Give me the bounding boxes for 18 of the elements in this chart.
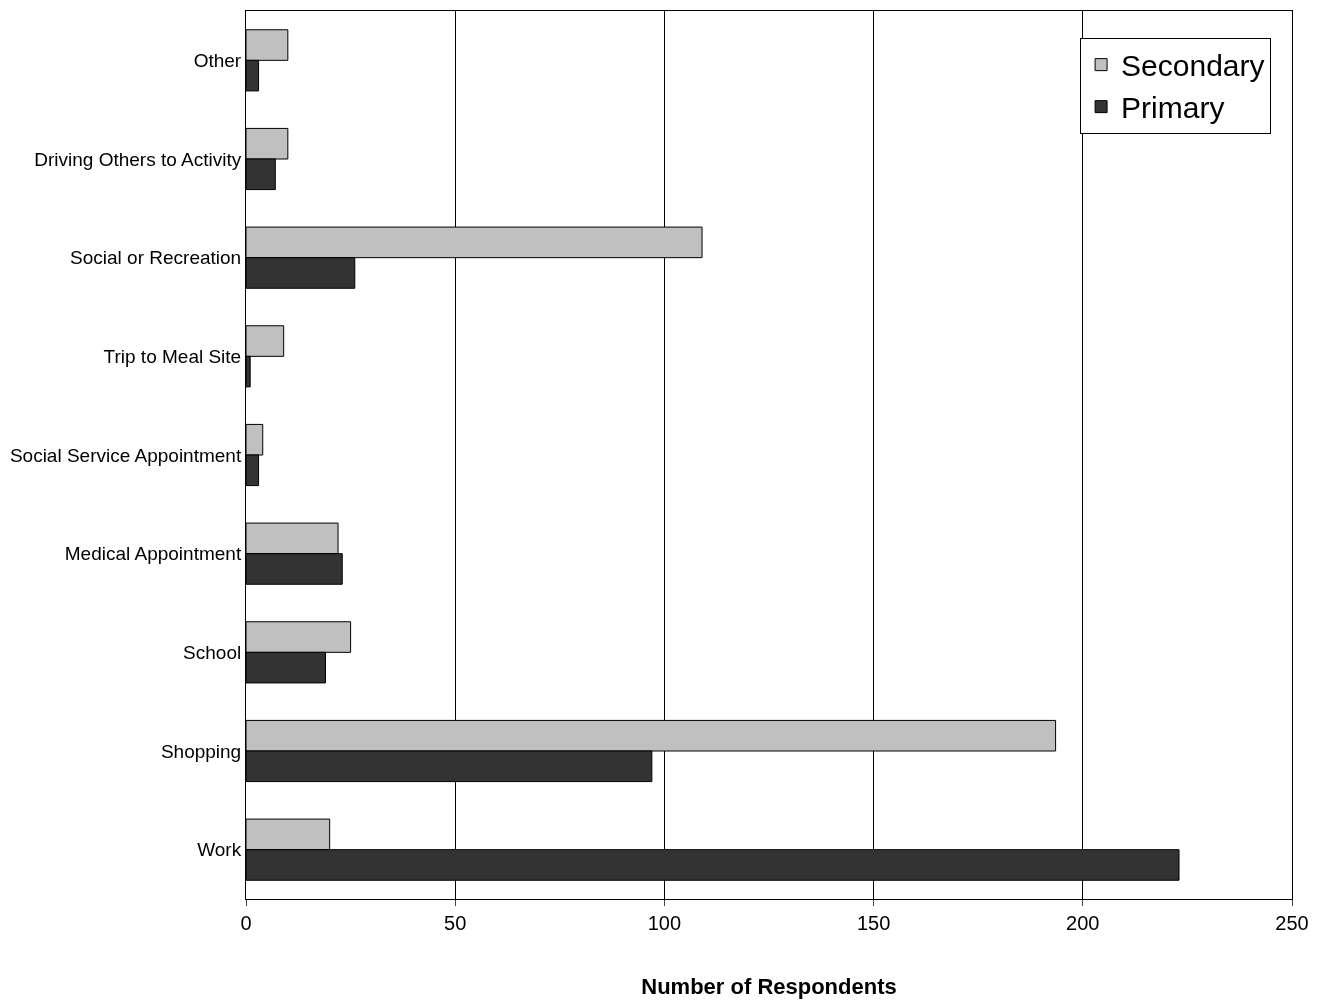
x-tick-label: 50 — [444, 912, 467, 934]
x-tick-label: 150 — [856, 912, 891, 934]
legend-label: Primary — [1121, 91, 1225, 125]
x-tick-label: 250 — [1275, 912, 1309, 934]
y-tick-label: School — [183, 641, 242, 663]
legend-label: Secondary — [1121, 49, 1265, 83]
x-tick-label: 0 — [240, 912, 252, 934]
y-tick-label: Driving Others to Activity — [34, 148, 242, 170]
y-tick-label: Social or Recreation — [70, 247, 242, 269]
y-tick-label: Shopping — [160, 740, 242, 762]
x-tick-label: 100 — [647, 912, 682, 934]
x-axis-title: Number of Respondents — [641, 973, 897, 999]
y-tick-label: Other — [193, 49, 242, 71]
y-tick-label: Medical Appointment — [64, 543, 242, 565]
y-tick-label: Social Service Appointment — [9, 444, 242, 466]
y-tick-label: Work — [197, 839, 242, 861]
x-tick-label: 200 — [1066, 912, 1100, 934]
y-tick-label: Trip to Meal Site — [103, 345, 242, 367]
